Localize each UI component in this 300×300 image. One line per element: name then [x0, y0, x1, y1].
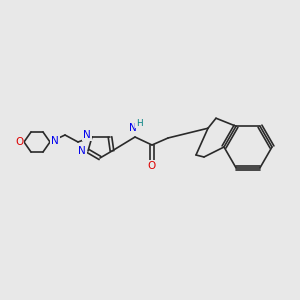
Text: O: O: [148, 161, 156, 171]
Text: N: N: [129, 123, 137, 133]
Text: N: N: [83, 130, 91, 140]
Text: N: N: [51, 136, 59, 146]
Text: N: N: [78, 146, 86, 156]
Text: H: H: [136, 118, 142, 127]
Text: O: O: [15, 137, 23, 147]
